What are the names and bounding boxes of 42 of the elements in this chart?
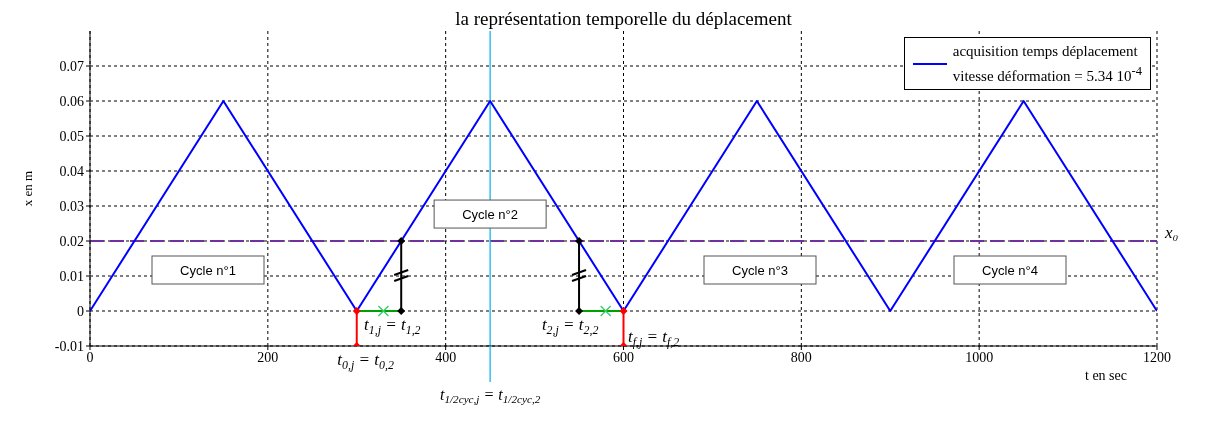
y-axis-title: x en m <box>20 170 35 207</box>
point <box>575 237 584 245</box>
y-tick-label: 0.02 <box>59 233 84 249</box>
point <box>377 305 390 317</box>
label-box: Cycle n°3 <box>703 255 817 285</box>
x-tick-label: 1000 <box>965 349 994 365</box>
y-tick-label: 0.06 <box>59 93 84 109</box>
legend-label: acquisition temps déplacement vitesse déformation = 5.34 10$^{-4}$ <box>952 42 1142 86</box>
annotation: Cycle n°3 <box>732 263 788 278</box>
y-tick-label: -0.01 <box>54 338 84 354</box>
x-axis-title: t en sec <box>1085 368 1127 383</box>
point <box>397 307 406 315</box>
x-tick-label: 600 <box>613 349 634 365</box>
annotation: t$_{2,j}$ = t$_{2,2}$ <box>541 315 599 337</box>
y-tick-label: 0.05 <box>59 128 84 144</box>
x-tick-label: 1200 <box>1143 349 1171 365</box>
label-box: Cycle n°1 <box>151 255 265 285</box>
annotation: t$_{1,j}$ = t$_{1,2}$ <box>364 315 421 337</box>
y-tick-label: 0.04 <box>59 163 84 179</box>
point <box>397 237 406 245</box>
x-tick-label: 800 <box>790 349 812 365</box>
y-tick-label: 0.03 <box>59 198 84 214</box>
annotation: Cycle n°2 <box>462 207 519 223</box>
point <box>352 307 361 315</box>
annotation: Cycle n°4 <box>982 263 1038 278</box>
x-tick-label: 400 <box>435 349 457 365</box>
point <box>619 307 628 315</box>
label-box: Cycle n°4 <box>953 255 1067 285</box>
y-tick-label: 0.07 <box>59 58 84 74</box>
y-tick-label: 0.01 <box>59 268 84 284</box>
annotation: t$_{0,j}$ = t$_{0,2}$ <box>337 350 394 372</box>
annotation: t$_{f,j}$ = t$_{f,2}$ <box>628 327 680 349</box>
ref-line-label: t$_{1/2cyc,j}$ = t$_{1/2cyc,2}$ <box>439 386 541 406</box>
y-tick-label: 0 <box>77 303 84 319</box>
point <box>600 305 612 317</box>
chart-title: la représentation temporelle du déplacement <box>455 8 793 29</box>
x-tick-label: 200 <box>257 349 279 365</box>
point <box>575 307 584 315</box>
label-box: Cycle n°2 <box>433 199 547 229</box>
annotation: Cycle n°1 <box>180 263 236 278</box>
ref-line-label: x₀ <box>1164 223 1179 242</box>
x-tick-label: 0 <box>86 349 94 365</box>
